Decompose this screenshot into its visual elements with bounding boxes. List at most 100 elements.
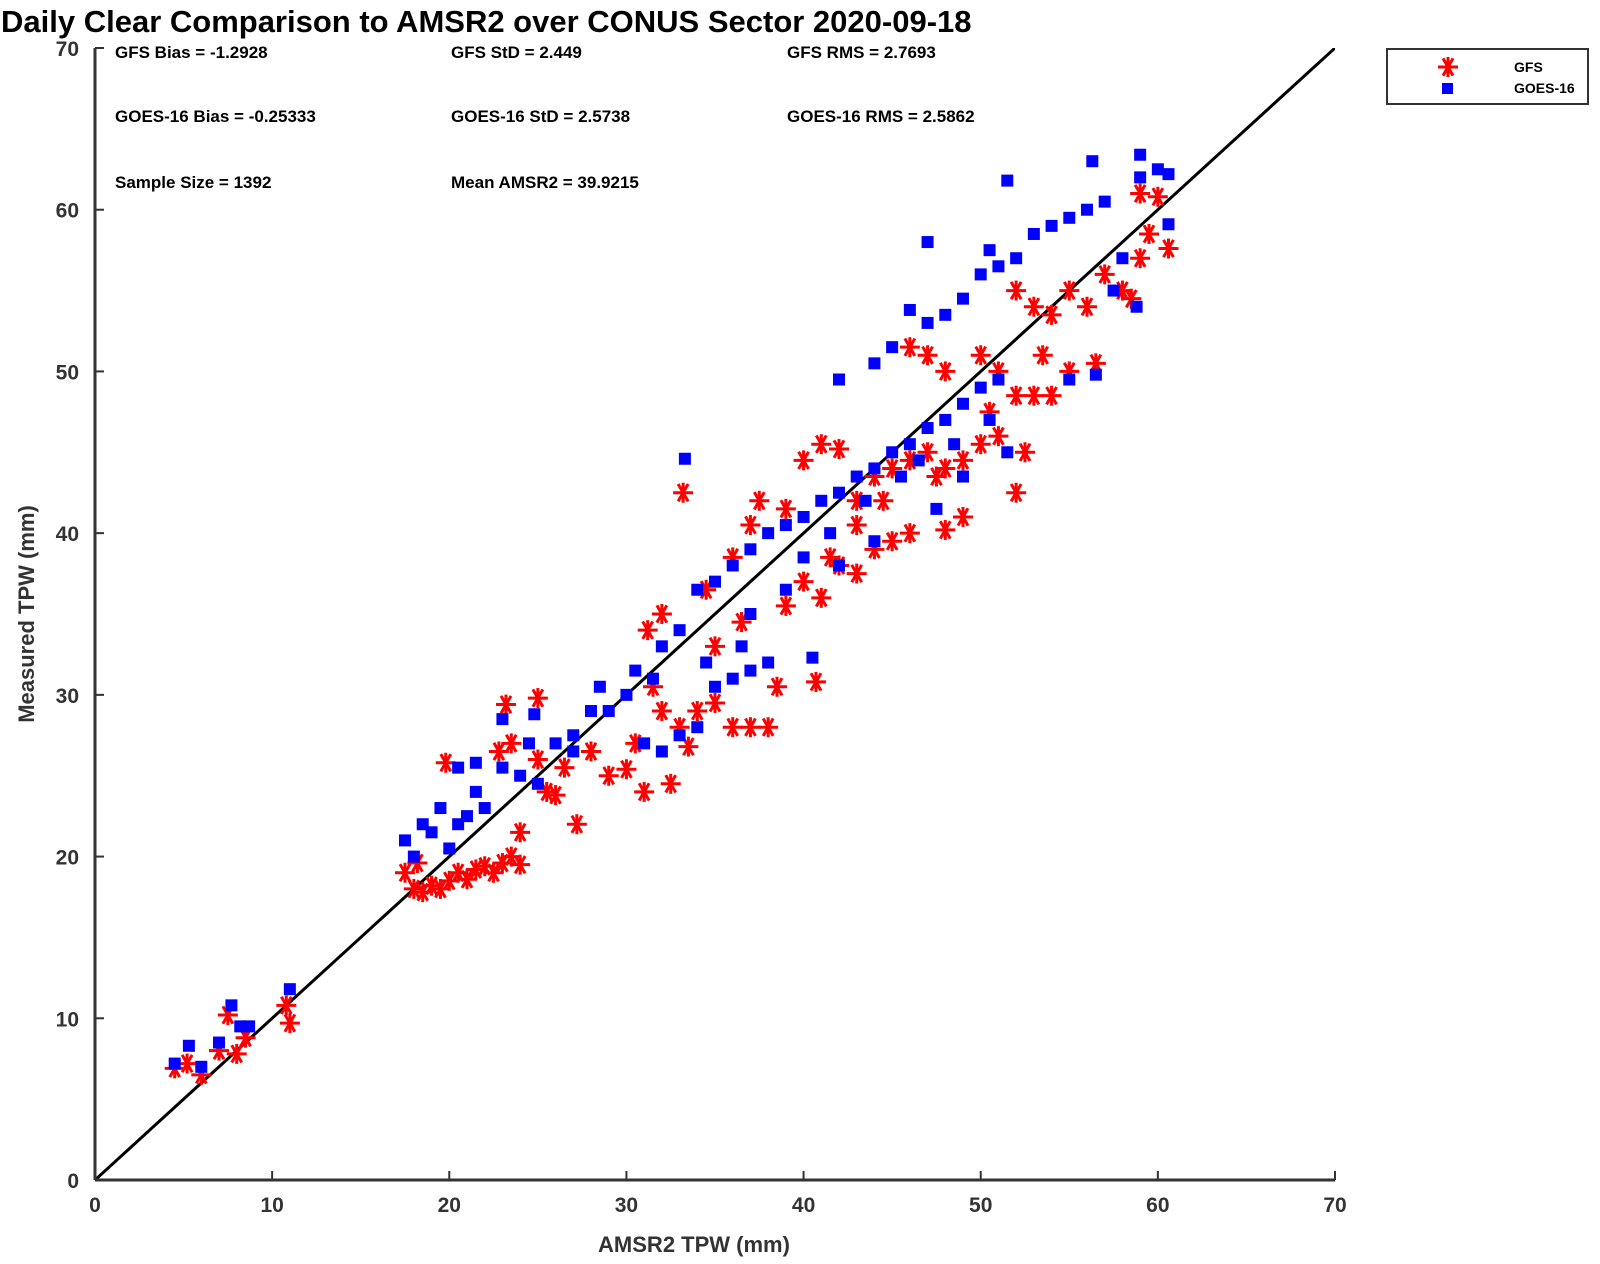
gfs-point [177,1053,198,1074]
gfs-point [767,676,787,697]
goes16-point [1010,252,1023,265]
gfs-point [1139,223,1159,244]
goes16-point [195,1060,208,1073]
goes16-point [691,721,704,734]
gfs-point [970,434,991,455]
goes16-point [469,756,482,769]
goes16-point [1098,195,1111,208]
goes16-point [1162,168,1175,181]
goes16-point [974,268,987,281]
gfs-point [581,741,601,762]
goes16-point [620,688,633,701]
goes16-point [1086,155,1099,168]
goes16-point [957,470,969,483]
goes16-point [673,624,686,637]
gfs-point [545,785,566,806]
gfs-point [1130,183,1151,204]
goes16-point [868,535,881,548]
stats-panel: GFS Bias = -1.2928 GFS StD = 2.449 GFS R… [115,43,975,192]
goes16-point [709,680,721,693]
goes16-point [992,373,1005,386]
gfs-point [811,587,832,608]
gfs-point [1006,482,1027,503]
gfs-point [1006,385,1027,406]
goes16-point [903,303,916,316]
gfs-point [1015,442,1035,463]
goes16-point [1063,373,1076,386]
y-tick-label: 0 [67,1170,79,1193]
gfs-point [705,692,725,713]
goes16-point [957,397,969,410]
x-axis-ticks: 0 10 20 30 40 50 60 70 [89,1171,1347,1217]
legend-box [1386,48,1589,105]
gfs-point [527,749,548,770]
x-axis-label: AMSR2 TPW (mm) [598,1232,790,1257]
gfs-point [775,595,796,616]
goes16-point [182,1039,195,1052]
gfs-point [226,1043,247,1064]
goes16-point [1063,211,1076,224]
gfs-point [917,345,938,366]
stat-goes-bias: GOES-16 Bias = -0.25333 [115,107,316,126]
goes16-point [691,583,704,596]
goes16-point [213,1036,225,1049]
gfs-point [935,519,956,540]
gfs-point [1032,345,1053,366]
gfs-point [882,531,903,552]
gfs-point [899,337,920,358]
goes16-point [815,494,828,507]
goes16-point [602,705,615,718]
legend-marker-gfs [1438,57,1458,77]
gfs-point [673,482,694,503]
gfs-point [722,717,743,738]
chart-title: Daily Clear Comparison to AMSR2 over CON… [1,4,972,39]
gfs-point [740,717,761,738]
goes16-point [1081,203,1093,216]
goes16-point [779,519,792,532]
x-tick-label: 60 [1146,1194,1169,1217]
gfs-point [758,717,779,738]
reference-line [95,48,1335,1180]
goes16-point [1134,171,1147,184]
goes16-point [762,656,775,669]
y-axis-label: Measured TPW (mm) [14,505,39,723]
gfs-point [616,759,637,780]
gfs-point [435,752,456,773]
goes16-point [762,527,775,540]
x-tick-label: 0 [89,1194,101,1217]
y-tick-label: 30 [56,685,79,708]
goes16-point [638,737,651,750]
legend: GFS GOES-16 [1386,48,1589,105]
goes16-point [726,672,739,685]
gfs-point [495,694,516,715]
legend-label-gfs: GFS [1514,59,1543,75]
goes16-point [1134,148,1147,161]
goes16-point [1045,219,1058,232]
goes16-point [523,737,535,750]
gfs-point [637,620,658,641]
stat-mean-amsr2: Mean AMSR2 = 39.9215 [451,173,639,192]
y-tick-label: 40 [56,523,79,546]
goes16-point [895,470,907,483]
x-tick-label: 50 [969,1194,992,1217]
goes16-point [283,983,296,996]
y-axis-ticks: 0 10 20 30 40 50 60 70 [56,38,104,1193]
goes16-point [234,1020,247,1033]
goes16-point [859,494,872,507]
goes16-point [726,559,739,572]
series-goes16 [168,148,1175,1073]
goes16-point [939,308,952,321]
goes16-point [496,713,509,726]
goes16-point [478,802,491,815]
y-tick-label: 20 [56,847,79,870]
goes16-point [655,745,668,758]
goes16-point [678,452,691,465]
goes16-point [912,454,925,467]
goes16-point [957,292,969,305]
gfs-point [1130,248,1151,269]
gfs-point [527,688,548,709]
gfs-point [811,434,832,455]
goes16-point [243,1020,256,1033]
plot-area [93,48,1335,1182]
goes16-point [833,559,845,572]
